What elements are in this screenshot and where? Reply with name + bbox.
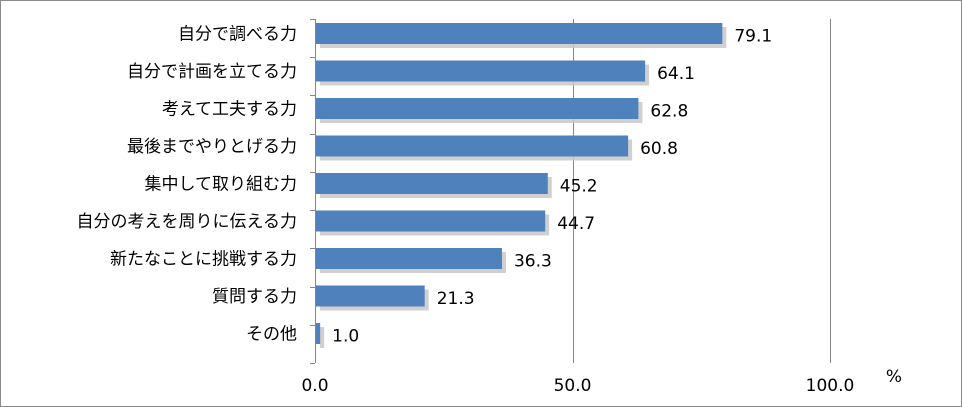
bar [316,135,629,157]
bar-shadow [320,327,325,348]
category-label: 自分で計画を立てる力 [127,62,297,82]
x-tick-label: 100.0 [806,376,855,396]
bars [316,23,727,348]
bar [316,23,723,44]
gridlines [310,19,831,364]
category-label: 考えて工夫する力 [162,100,297,120]
bar [316,248,502,269]
bar [316,285,425,307]
bar [316,323,321,344]
category-label: 自分の考えを周りに伝える力 [77,212,298,232]
bar [316,173,548,194]
bar [316,60,646,82]
category-label: 自分で調べる力 [178,25,297,45]
value-label: 36.3 [514,252,552,272]
bar [316,98,639,119]
unit-label: % [886,367,902,387]
category-label: その他 [246,325,297,345]
x-tick-label: 50.0 [554,376,592,396]
bar [316,210,546,232]
category-label: 最後までやりとげる力 [127,137,297,157]
value-label: 1.0 [332,327,359,347]
category-label: 質問する力 [212,287,297,307]
category-label: 集中して取り組む力 [145,175,298,195]
value-label: 62.8 [650,102,688,122]
value-label: 79.1 [734,27,772,47]
value-label: 64.1 [657,64,695,84]
x-tick-label: 0.0 [301,376,328,396]
category-label: 新たなことに挑戦する力 [110,250,297,270]
value-labels: 79.1 64.1 62.8 60.8 45.2 44.736.3 21.3 1.0 [332,27,772,347]
x-axis-ticks: 0.0 50.0 100.0 [301,376,854,396]
value-label: 60.8 [640,139,678,159]
value-label: 44.7 [557,214,595,234]
value-label: 21.3 [437,289,475,309]
value-label: 45.2 [560,177,598,197]
category-labels: 自分で調べる力自分で計画を立てる力考えて工夫する力最後までやりとげる力集中して取… [77,25,298,345]
